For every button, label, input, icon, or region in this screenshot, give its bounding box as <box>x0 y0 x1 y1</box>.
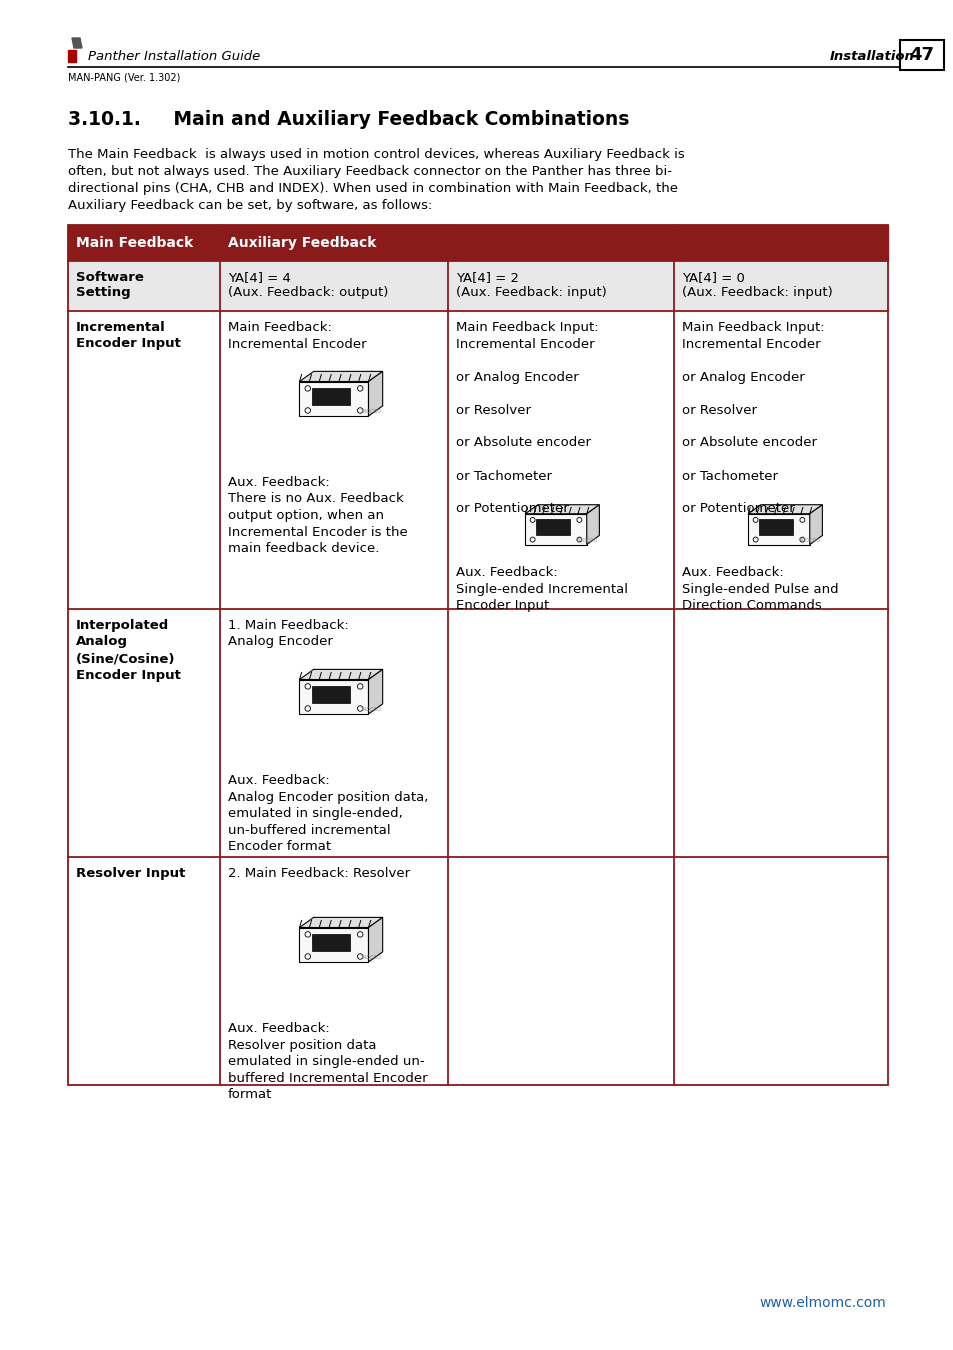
Text: directional pins (CHA, CHB and INDEX). When used in combination with Main Feedba: directional pins (CHA, CHB and INDEX). W… <box>68 182 678 194</box>
Text: Auxiliary Feedback can be set, by software, as follows:: Auxiliary Feedback can be set, by softwa… <box>68 198 432 212</box>
Text: Analog: Analog <box>76 636 128 648</box>
Text: TROCOO: TROCOO <box>576 539 597 544</box>
Text: format: format <box>228 1088 273 1102</box>
Text: un-buffered incremental: un-buffered incremental <box>228 824 390 837</box>
Polygon shape <box>536 520 569 535</box>
Text: 1. Main Feedback:: 1. Main Feedback: <box>228 620 349 632</box>
Polygon shape <box>299 371 382 382</box>
Text: output option, when an: output option, when an <box>228 509 384 522</box>
Text: Incremental Encoder: Incremental Encoder <box>681 338 820 351</box>
Text: YA[4] = 2: YA[4] = 2 <box>456 271 518 284</box>
Text: emulated in single-ended,: emulated in single-ended, <box>228 807 402 819</box>
Text: Analog Encoder position data,: Analog Encoder position data, <box>228 791 428 803</box>
Text: Resolver position data: Resolver position data <box>228 1038 376 1052</box>
Text: or Tachometer: or Tachometer <box>681 470 778 482</box>
Text: Analog Encoder: Analog Encoder <box>228 636 333 648</box>
Text: (Sine/Cosine): (Sine/Cosine) <box>76 652 175 666</box>
Text: TROCOO: TROCOO <box>359 954 380 960</box>
Text: Incremental Encoder: Incremental Encoder <box>228 338 366 351</box>
Polygon shape <box>299 918 382 927</box>
Polygon shape <box>747 514 809 544</box>
Text: TROCOO: TROCOO <box>359 707 380 711</box>
Text: Aux. Feedback:: Aux. Feedback: <box>228 1022 330 1035</box>
Text: or Absolute encoder: or Absolute encoder <box>456 436 590 450</box>
Text: Software: Software <box>76 271 144 284</box>
Text: Panther Installation Guide: Panther Installation Guide <box>88 50 260 62</box>
Text: There is no Aux. Feedback: There is no Aux. Feedback <box>228 493 403 505</box>
Text: Main Feedback: Main Feedback <box>76 236 193 250</box>
Polygon shape <box>312 934 349 952</box>
Polygon shape <box>71 38 82 49</box>
Bar <box>899 40 943 70</box>
Polygon shape <box>809 505 821 544</box>
Text: MAN-PANG (Ver. 1.302): MAN-PANG (Ver. 1.302) <box>68 72 180 82</box>
Polygon shape <box>586 505 598 544</box>
Text: or Absolute encoder: or Absolute encoder <box>681 436 816 450</box>
Bar <box>68 261 887 310</box>
Text: (Aux. Feedback: input): (Aux. Feedback: input) <box>681 286 832 298</box>
Bar <box>68 225 887 261</box>
Text: or Resolver: or Resolver <box>456 404 531 417</box>
Polygon shape <box>312 686 349 703</box>
Text: Encoder Input: Encoder Input <box>456 599 549 612</box>
Text: Aux. Feedback:: Aux. Feedback: <box>228 774 330 787</box>
Polygon shape <box>525 514 586 544</box>
Text: Encoder Input: Encoder Input <box>76 668 181 682</box>
Polygon shape <box>759 520 792 535</box>
Polygon shape <box>299 382 368 416</box>
Text: Single-ended Incremental: Single-ended Incremental <box>456 582 627 595</box>
Text: Installation: Installation <box>829 50 914 62</box>
Text: or Resolver: or Resolver <box>681 404 757 417</box>
Polygon shape <box>299 679 368 714</box>
Text: Direction Commands: Direction Commands <box>681 599 821 612</box>
Text: Single-ended Pulse and: Single-ended Pulse and <box>681 582 838 595</box>
Text: Main Feedback Input:: Main Feedback Input: <box>456 321 598 333</box>
Text: Auxiliary Feedback: Auxiliary Feedback <box>228 236 376 250</box>
Text: or Tachometer: or Tachometer <box>456 470 552 482</box>
Text: Incremental: Incremental <box>76 321 166 333</box>
Text: TROCOO: TROCOO <box>359 409 380 414</box>
Text: The Main Feedback  is always used in motion control devices, whereas Auxiliary F: The Main Feedback is always used in moti… <box>68 148 684 161</box>
Text: Encoder format: Encoder format <box>228 840 331 853</box>
Text: or Analog Encoder: or Analog Encoder <box>681 370 804 383</box>
Text: buffered Incremental Encoder: buffered Incremental Encoder <box>228 1072 427 1084</box>
Text: YA[4] = 0: YA[4] = 0 <box>681 271 744 284</box>
Text: www.elmomc.com: www.elmomc.com <box>759 1296 885 1310</box>
Text: 2. Main Feedback: Resolver: 2. Main Feedback: Resolver <box>228 867 410 880</box>
Text: emulated in single-ended un-: emulated in single-ended un- <box>228 1054 424 1068</box>
Text: (Aux. Feedback: input): (Aux. Feedback: input) <box>456 286 606 298</box>
Polygon shape <box>368 918 382 963</box>
Text: or Potentiometer: or Potentiometer <box>681 502 794 516</box>
Polygon shape <box>299 927 368 963</box>
Text: Setting: Setting <box>76 286 131 298</box>
Text: 3.10.1.     Main and Auxiliary Feedback Combinations: 3.10.1. Main and Auxiliary Feedback Comb… <box>68 109 629 130</box>
Text: TROCOO: TROCOO <box>799 539 820 544</box>
Text: or Potentiometer: or Potentiometer <box>456 502 568 516</box>
Polygon shape <box>68 50 76 62</box>
Text: Interpolated: Interpolated <box>76 620 169 632</box>
Polygon shape <box>368 670 382 714</box>
Text: or Analog Encoder: or Analog Encoder <box>456 370 578 383</box>
Text: 47: 47 <box>908 46 934 63</box>
Text: Main Feedback Input:: Main Feedback Input: <box>681 321 823 333</box>
Text: Incremental Encoder is the: Incremental Encoder is the <box>228 525 407 539</box>
Text: often, but not always used. The Auxiliary Feedback connector on the Panther has : often, but not always used. The Auxiliar… <box>68 165 671 178</box>
Polygon shape <box>299 670 382 679</box>
Polygon shape <box>312 387 349 405</box>
Text: Aux. Feedback:: Aux. Feedback: <box>681 566 783 579</box>
Text: Aux. Feedback:: Aux. Feedback: <box>228 477 330 489</box>
Text: (Aux. Feedback: output): (Aux. Feedback: output) <box>228 286 388 298</box>
Text: Main Feedback:: Main Feedback: <box>228 321 332 333</box>
Polygon shape <box>747 505 821 514</box>
Text: Encoder Input: Encoder Input <box>76 338 181 351</box>
Text: Resolver Input: Resolver Input <box>76 867 185 880</box>
Polygon shape <box>525 505 598 514</box>
Text: main feedback device.: main feedback device. <box>228 541 379 555</box>
Bar <box>68 225 887 1085</box>
Polygon shape <box>368 371 382 416</box>
Text: YA[4] = 4: YA[4] = 4 <box>228 271 291 284</box>
Text: Aux. Feedback:: Aux. Feedback: <box>456 566 558 579</box>
Text: Incremental Encoder: Incremental Encoder <box>456 338 594 351</box>
